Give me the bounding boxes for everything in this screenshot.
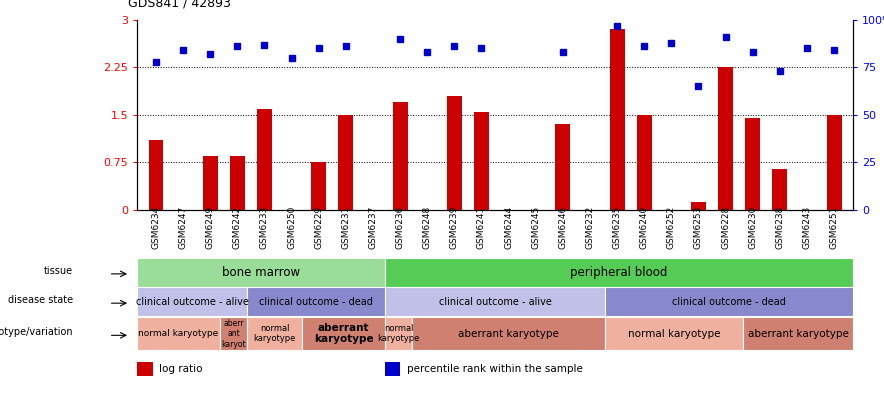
Bar bbox=[773, 169, 788, 210]
Bar bbox=[339, 115, 354, 210]
Text: GSM6236: GSM6236 bbox=[396, 206, 405, 249]
Text: GSM6242: GSM6242 bbox=[232, 206, 242, 249]
Text: normal karyotype: normal karyotype bbox=[628, 329, 720, 339]
Bar bbox=[447, 96, 461, 210]
Bar bbox=[610, 29, 625, 210]
Text: clinical outcome - dead: clinical outcome - dead bbox=[672, 297, 786, 307]
Text: GSM6253: GSM6253 bbox=[694, 206, 703, 249]
Bar bbox=[202, 156, 217, 210]
Text: GSM6241: GSM6241 bbox=[477, 206, 486, 249]
Text: aberr
ant
karyot: aberr ant karyot bbox=[221, 319, 246, 348]
Text: GSM6249: GSM6249 bbox=[206, 206, 215, 249]
Bar bbox=[691, 202, 706, 210]
Bar bbox=[636, 115, 652, 210]
Text: tissue: tissue bbox=[44, 266, 73, 276]
Text: log ratio: log ratio bbox=[159, 364, 202, 374]
Text: GSM6247: GSM6247 bbox=[179, 206, 187, 249]
Text: peripheral blood: peripheral blood bbox=[570, 266, 667, 279]
Text: GSM6244: GSM6244 bbox=[504, 206, 513, 249]
Text: disease state: disease state bbox=[8, 295, 73, 305]
Bar bbox=[385, 362, 400, 376]
Bar bbox=[474, 112, 489, 210]
Text: GSM6229: GSM6229 bbox=[314, 206, 324, 249]
Bar bbox=[302, 317, 385, 350]
Text: GSM6238: GSM6238 bbox=[775, 206, 784, 249]
Text: GSM6243: GSM6243 bbox=[803, 206, 812, 249]
Bar bbox=[311, 162, 326, 210]
Text: GSM6248: GSM6248 bbox=[423, 206, 431, 249]
Text: clinical outcome - alive: clinical outcome - alive bbox=[438, 297, 552, 307]
Text: normal karyotype: normal karyotype bbox=[138, 329, 218, 338]
Text: GSM6230: GSM6230 bbox=[748, 206, 758, 249]
Bar bbox=[137, 362, 153, 376]
Text: GSM6246: GSM6246 bbox=[559, 206, 568, 249]
Bar bbox=[137, 258, 385, 287]
Text: bone marrow: bone marrow bbox=[222, 266, 300, 279]
Text: percentile rank within the sample: percentile rank within the sample bbox=[407, 364, 583, 374]
Bar bbox=[413, 317, 606, 350]
Bar bbox=[219, 317, 248, 350]
Bar bbox=[137, 317, 219, 350]
Text: genotype/variation: genotype/variation bbox=[0, 327, 73, 337]
Text: GSM6233: GSM6233 bbox=[260, 206, 269, 249]
Text: normal
karyotype: normal karyotype bbox=[254, 324, 296, 343]
Text: GSM6240: GSM6240 bbox=[640, 206, 649, 249]
Bar bbox=[392, 102, 408, 210]
Text: normal
karyotype: normal karyotype bbox=[377, 324, 420, 343]
Text: aberrant karyotype: aberrant karyotype bbox=[748, 329, 849, 339]
Text: GDS841 / 42893: GDS841 / 42893 bbox=[128, 0, 231, 10]
Text: GSM6245: GSM6245 bbox=[531, 206, 540, 249]
Bar bbox=[230, 156, 245, 210]
Bar bbox=[248, 287, 385, 316]
Text: clinical outcome - dead: clinical outcome - dead bbox=[259, 297, 373, 307]
Text: GSM6251: GSM6251 bbox=[829, 206, 839, 249]
Bar bbox=[385, 258, 853, 287]
Text: GSM6250: GSM6250 bbox=[287, 206, 296, 249]
Text: aberrant karyotype: aberrant karyotype bbox=[459, 329, 560, 339]
Text: GSM6252: GSM6252 bbox=[667, 206, 676, 249]
Bar bbox=[745, 118, 760, 210]
Bar bbox=[555, 124, 570, 210]
Bar bbox=[743, 317, 853, 350]
Text: GSM6232: GSM6232 bbox=[585, 206, 594, 249]
Bar bbox=[385, 317, 413, 350]
Bar bbox=[248, 317, 302, 350]
Text: GSM6228: GSM6228 bbox=[721, 206, 730, 249]
Text: GSM6239: GSM6239 bbox=[450, 206, 459, 249]
Text: GSM6237: GSM6237 bbox=[369, 206, 377, 249]
Bar bbox=[257, 109, 272, 210]
Bar bbox=[149, 140, 164, 210]
Bar bbox=[827, 115, 842, 210]
Bar bbox=[385, 287, 606, 316]
Bar bbox=[718, 67, 733, 210]
Bar bbox=[606, 317, 743, 350]
Text: GSM6234: GSM6234 bbox=[151, 206, 161, 249]
Text: clinical outcome - alive: clinical outcome - alive bbox=[135, 297, 248, 307]
Text: GSM6231: GSM6231 bbox=[341, 206, 350, 249]
Text: aberrant
karyotype: aberrant karyotype bbox=[314, 323, 373, 345]
Text: GSM6235: GSM6235 bbox=[613, 206, 621, 249]
Bar bbox=[606, 287, 853, 316]
Bar bbox=[137, 287, 248, 316]
